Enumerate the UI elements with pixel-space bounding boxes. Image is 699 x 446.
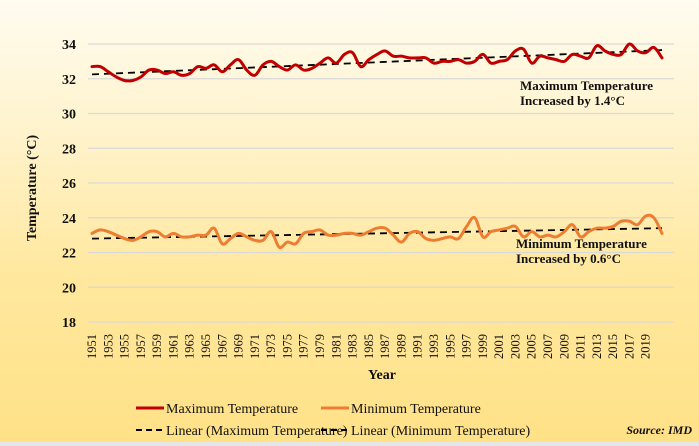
annotation-min-line2: Increased by 0.6°C	[516, 251, 621, 266]
legend-label-min: Minimum Temperature	[351, 402, 481, 417]
x-tick-label: 1955	[118, 334, 132, 359]
x-axis-ticks: 1951 1953 1955 1957 1959 1961 1963 1965 1967 1969…	[85, 334, 653, 359]
x-tick-label: 1985	[362, 334, 376, 359]
x-tick-label: 1977	[297, 334, 311, 359]
x-tick-label: 1967	[215, 334, 229, 359]
x-tick-label: 1975	[280, 334, 294, 359]
series-line-min-temperature	[90, 213, 664, 250]
y-tick-label: 22	[62, 247, 76, 262]
x-tick-label: 2017	[622, 334, 636, 359]
x-tick-label: 1971	[248, 334, 262, 359]
x-tick-label: 1987	[378, 334, 392, 359]
x-tick-label: 2019	[639, 334, 653, 359]
x-tick-label: 1983	[346, 334, 360, 359]
y-axis-title: Temperature (°C)	[25, 135, 40, 242]
x-tick-label: 2013	[590, 334, 604, 359]
y-tick-label: 30	[62, 108, 76, 123]
x-tick-label: 1953	[101, 334, 115, 359]
legend: Maximum Temperature Minimum Temperature …	[136, 402, 530, 439]
x-tick-label: 2007	[541, 334, 555, 359]
y-tick-label: 20	[62, 281, 76, 296]
x-tick-label: 1979	[313, 334, 327, 359]
legend-item-min[interactable]: Minimum Temperature	[321, 402, 481, 417]
y-tick-label: 26	[62, 177, 76, 192]
annotation-max-line1: Maximum Temperature	[520, 78, 653, 93]
x-tick-label: 1973	[264, 334, 278, 359]
x-tick-label: 2015	[606, 334, 620, 359]
bottom-border	[0, 442, 699, 446]
annotation-max-line2: Increased by 1.4°C	[520, 93, 625, 108]
x-tick-label: 1961	[166, 334, 180, 359]
x-tick-label: 1991	[411, 334, 425, 359]
x-tick-label: 2011	[574, 334, 588, 359]
x-tick-label: 1963	[183, 334, 197, 359]
y-tick-label: 34	[62, 38, 76, 53]
x-tick-label: 1951	[85, 334, 99, 359]
x-tick-label: 1993	[427, 334, 441, 359]
x-tick-label: 2009	[557, 334, 571, 359]
annotation-min-line1: Minimum Temperature	[516, 236, 647, 251]
x-tick-label: 1981	[329, 334, 343, 359]
source-note: Source: IMD	[626, 423, 692, 437]
series-line-max-temperature	[90, 42, 664, 83]
x-tick-label: 1995	[443, 334, 457, 359]
legend-label-linear-min: Linear (Minimum Temperature)	[351, 424, 530, 439]
legend-item-max[interactable]: Maximum Temperature	[136, 402, 298, 417]
y-tick-label: 18	[62, 316, 76, 331]
y-tick-label: 24	[62, 212, 76, 227]
annotation-min: Minimum Temperature Increased by 0.6°C	[516, 236, 647, 266]
x-axis-title: Year	[368, 368, 396, 383]
x-tick-label: 2003	[508, 334, 522, 359]
x-tick-label: 1965	[199, 334, 213, 359]
x-tick-label: 1997	[460, 334, 474, 359]
x-tick-label: 1959	[150, 334, 164, 359]
x-tick-label: 1969	[232, 334, 246, 359]
x-tick-label: 2005	[525, 334, 539, 359]
x-tick-label: 1957	[134, 334, 148, 359]
y-axis-ticks: 18 20 22 24 26 28 30 32 34	[62, 38, 76, 331]
x-tick-label: 2001	[492, 334, 506, 359]
legend-item-linear-max[interactable]: Linear (Maximum Temperature)	[136, 424, 348, 439]
legend-label-linear-max: Linear (Maximum Temperature)	[166, 424, 348, 439]
legend-label-max: Maximum Temperature	[166, 402, 298, 417]
legend-item-linear-min[interactable]: Linear (Minimum Temperature)	[321, 424, 530, 439]
y-tick-label: 32	[62, 73, 76, 88]
annotation-max: Maximum Temperature Increased by 1.4°C	[520, 78, 653, 108]
gridlines	[88, 43, 674, 323]
x-tick-label: 1989	[394, 334, 408, 359]
y-tick-label: 28	[62, 142, 76, 157]
x-tick-label: 1999	[476, 334, 490, 359]
series-lines	[90, 42, 664, 250]
